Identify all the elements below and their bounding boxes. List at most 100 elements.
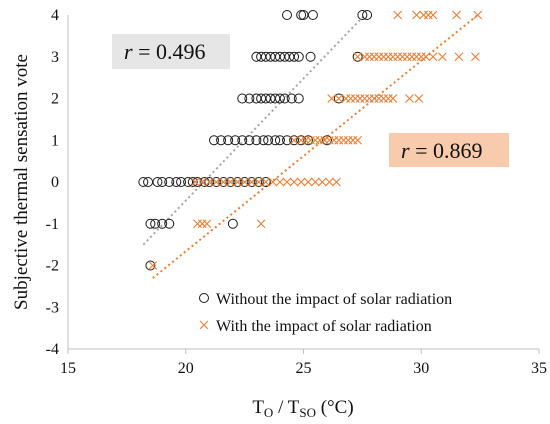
y-tick-label: 1 bbox=[51, 132, 59, 149]
data-point-without bbox=[362, 10, 373, 20]
x-title-sub-so: SO bbox=[299, 405, 316, 420]
legend-circle-marker bbox=[199, 293, 209, 303]
r-without-symbol: r bbox=[124, 39, 133, 64]
data-point-with bbox=[226, 177, 235, 187]
data-point-with bbox=[423, 10, 433, 20]
data-point-with bbox=[219, 177, 228, 187]
x-tick-label: 15 bbox=[60, 360, 76, 377]
data-point-with bbox=[428, 10, 438, 20]
data-point-with bbox=[369, 94, 379, 103]
data-point-without bbox=[253, 177, 264, 187]
data-point-without bbox=[322, 135, 333, 146]
data-point-with bbox=[197, 219, 207, 229]
data-point-with bbox=[393, 52, 403, 62]
data-point-without bbox=[230, 135, 241, 146]
r-annotation-without: r = 0.496 bbox=[112, 34, 230, 69]
data-point-with bbox=[325, 135, 334, 145]
data-point-with bbox=[334, 135, 344, 145]
data-point-with bbox=[303, 177, 313, 187]
legend-label-with: With the impact of solar radiation bbox=[216, 318, 432, 335]
data-point-with bbox=[233, 177, 242, 187]
data-point-without bbox=[157, 218, 168, 229]
data-point-with bbox=[289, 135, 299, 145]
data-point-without bbox=[303, 135, 314, 146]
data-point-with bbox=[419, 10, 428, 20]
data-point-with bbox=[193, 219, 202, 229]
data-point-with bbox=[438, 52, 447, 62]
data-point-without bbox=[145, 218, 156, 229]
data-point-with bbox=[379, 52, 388, 62]
data-point-without bbox=[333, 93, 344, 104]
data-point-without bbox=[352, 51, 363, 62]
data-point-with bbox=[471, 52, 480, 62]
data-point-with bbox=[320, 135, 330, 145]
ticks-layer: 15 20 25 30 35 -4 -3 -2 -1 0 1 2 3 4 bbox=[46, 7, 547, 377]
y-tick-label: 2 bbox=[51, 91, 59, 108]
data-point-without bbox=[145, 260, 156, 271]
x-title-sub-o: O bbox=[264, 405, 273, 420]
data-point-with bbox=[343, 135, 353, 145]
data-point-with bbox=[190, 177, 200, 187]
data-point-with bbox=[211, 177, 221, 187]
data-point-without bbox=[223, 135, 234, 146]
r-annotation-with: r = 0.869 bbox=[389, 133, 509, 167]
data-point-with bbox=[334, 94, 344, 103]
data-point-without bbox=[244, 135, 255, 146]
legend-cross-marker bbox=[199, 320, 209, 330]
data-point-with bbox=[254, 177, 264, 187]
data-point-without bbox=[218, 177, 229, 187]
data-point-without bbox=[274, 93, 285, 104]
data-point-with bbox=[428, 52, 438, 62]
data-point-with bbox=[202, 219, 212, 229]
data-point-with bbox=[360, 94, 370, 103]
data-point-without bbox=[216, 135, 227, 146]
data-point-with bbox=[306, 135, 315, 145]
data-point-with bbox=[383, 94, 393, 103]
y-tick-label: 0 bbox=[51, 174, 59, 191]
data-point-without bbox=[305, 51, 316, 62]
data-point-without bbox=[171, 177, 182, 187]
data-point-without bbox=[263, 135, 274, 146]
legend-cross-glyph bbox=[199, 320, 209, 330]
data-point-without bbox=[211, 177, 222, 187]
data-point-without bbox=[258, 135, 269, 146]
data-point-with bbox=[325, 177, 334, 187]
data-point-with bbox=[412, 52, 421, 62]
data-point-with bbox=[301, 135, 311, 145]
data-point-with bbox=[414, 94, 424, 103]
data-point-with bbox=[332, 177, 341, 187]
x-title-main: T bbox=[252, 397, 264, 418]
data-point-without bbox=[296, 10, 307, 20]
data-point-without bbox=[298, 10, 309, 20]
data-point-with bbox=[197, 177, 207, 187]
x-title-unit: (°C) bbox=[316, 397, 354, 418]
data-point-with bbox=[289, 177, 299, 187]
x-axis-title: TO / TSO (°C) bbox=[252, 397, 353, 420]
data-point-without bbox=[152, 177, 163, 187]
data-point-without bbox=[274, 135, 285, 146]
data-point-without bbox=[237, 135, 248, 146]
y-tick-label: -2 bbox=[46, 258, 59, 275]
r-annotation-without-background bbox=[112, 34, 230, 69]
data-point-with bbox=[353, 135, 363, 145]
data-point-without bbox=[176, 177, 187, 187]
data-point-with bbox=[261, 177, 271, 187]
data-point-with bbox=[374, 52, 384, 62]
data-point-without bbox=[293, 93, 304, 104]
points-layer bbox=[138, 10, 483, 271]
data-point-without bbox=[239, 177, 250, 187]
data-point-without bbox=[244, 93, 255, 104]
r-annotation-without-text: r = 0.496 bbox=[124, 39, 205, 64]
data-point-without bbox=[251, 135, 262, 146]
data-point-with bbox=[412, 10, 421, 20]
data-point-with bbox=[310, 177, 320, 187]
y-tick-label: -4 bbox=[46, 341, 59, 358]
data-point-without bbox=[204, 177, 215, 187]
x-tick-label: 30 bbox=[413, 360, 429, 377]
data-point-with bbox=[383, 52, 393, 62]
data-point-without bbox=[150, 218, 161, 229]
data-point-with bbox=[454, 52, 464, 62]
r-annotation-with-background bbox=[389, 133, 509, 167]
y-tick-label: -1 bbox=[46, 216, 59, 233]
y-axis-title: Subjective thermal sensation vote bbox=[11, 54, 32, 310]
